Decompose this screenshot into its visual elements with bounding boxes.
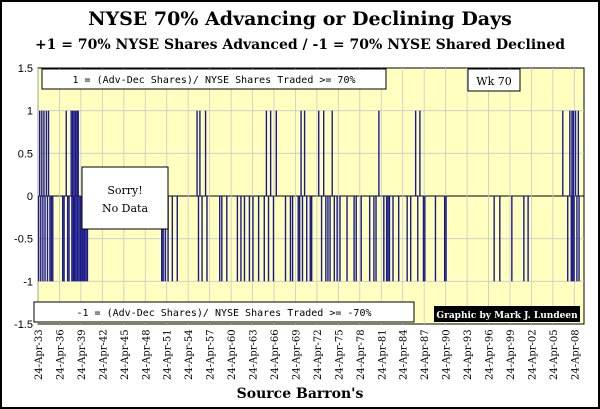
week-box: Wk 70 (467, 68, 521, 92)
x-tick-label: 24-Apr-48 (141, 329, 152, 380)
bottom-annotation-text: -1 = (Adv-Dec Shares)/ NYSE Shares Trade… (76, 308, 371, 319)
x-tick-label: 24-Apr-08 (570, 329, 581, 380)
x-tick-labels: 24-Apr-33 24-Apr-36 24-Apr-39 24-Apr-42 24-A… (34, 329, 581, 380)
y-tick-label: 1.5 (18, 63, 33, 75)
credit-box: Graphic by Mark J. Lundeen (434, 306, 580, 322)
top-annotation-text: 1 = (Adv-Dec Shares)/ NYSE Shares Traded… (73, 75, 356, 86)
x-tick-label: 24-Apr-39 (77, 329, 88, 380)
x-tick-label: 24-Apr-72 (313, 329, 324, 380)
bar-series (37, 110, 580, 282)
credit-text: Graphic by Mark J. Lundeen (436, 311, 578, 321)
y-tick-label: -0.5 (14, 234, 33, 246)
x-tick-label: 24-Apr-69 (291, 329, 302, 380)
x-tick-label: 24-Apr-63 (249, 329, 260, 380)
y-tick-label: 0 (27, 191, 33, 203)
x-tick-label: 24-Apr-57 (206, 329, 217, 380)
x-tick-label: 24-Apr-33 (34, 329, 45, 380)
x-tick-label: 24-Apr-87 (420, 329, 431, 380)
top-annotation-box: 1 = (Adv-Dec Shares)/ NYSE Shares Traded… (41, 68, 387, 90)
x-tick-label: 24-Apr-66 (270, 329, 281, 380)
no-data-box: Sorry! No Data (81, 166, 169, 230)
x-tick-label: 24-Apr-05 (549, 329, 560, 380)
x-tick-label: 24-Apr-96 (485, 329, 496, 380)
x-tick-label: 24-Apr-75 (334, 329, 345, 380)
y-tick-label: 1 (27, 106, 33, 118)
y-tick-label: -1 (23, 276, 33, 288)
chart-title: NYSE 70% Advancing or Declining Days (88, 8, 512, 30)
week-label: Wk 70 (476, 75, 511, 88)
no-data-line1: Sorry! (107, 184, 142, 197)
x-tick-label: 24-Apr-81 (377, 329, 388, 380)
x-tick-label: 24-Apr-02 (527, 329, 538, 380)
x-tick-label: 24-Apr-84 (399, 329, 410, 380)
y-tick-labels: 1.5 1 0.5 0 -0.5 -1 -1.5 (14, 63, 33, 331)
x-tick-label: 24-Apr-45 (120, 329, 131, 380)
y-tick-label: -1.5 (14, 319, 33, 331)
x-tick-label: 24-Apr-90 (442, 329, 453, 380)
x-tick-label: 24-Apr-51 (163, 329, 174, 380)
x-tick-label: 24-Apr-78 (356, 329, 367, 380)
x-tick-label: 24-Apr-93 (463, 329, 474, 380)
x-tick-label: 24-Apr-54 (184, 329, 195, 380)
x-tick-label: 24-Apr-60 (227, 329, 238, 380)
bottom-annotation-box: -1 = (Adv-Dec Shares)/ NYSE Shares Trade… (33, 301, 415, 323)
x-tick-label: 24-Apr-36 (55, 329, 66, 380)
chart-subtitle: +1 = 70% NYSE Shares Advanced / -1 = 70%… (34, 37, 566, 53)
no-data-line2: No Data (102, 202, 149, 215)
x-axis-label: Source Barron's (236, 386, 364, 402)
x-tick-label: 24-Apr-42 (98, 329, 109, 380)
x-tick-label: 24-Apr-99 (506, 329, 517, 380)
y-tick-label: 0.5 (18, 148, 33, 160)
